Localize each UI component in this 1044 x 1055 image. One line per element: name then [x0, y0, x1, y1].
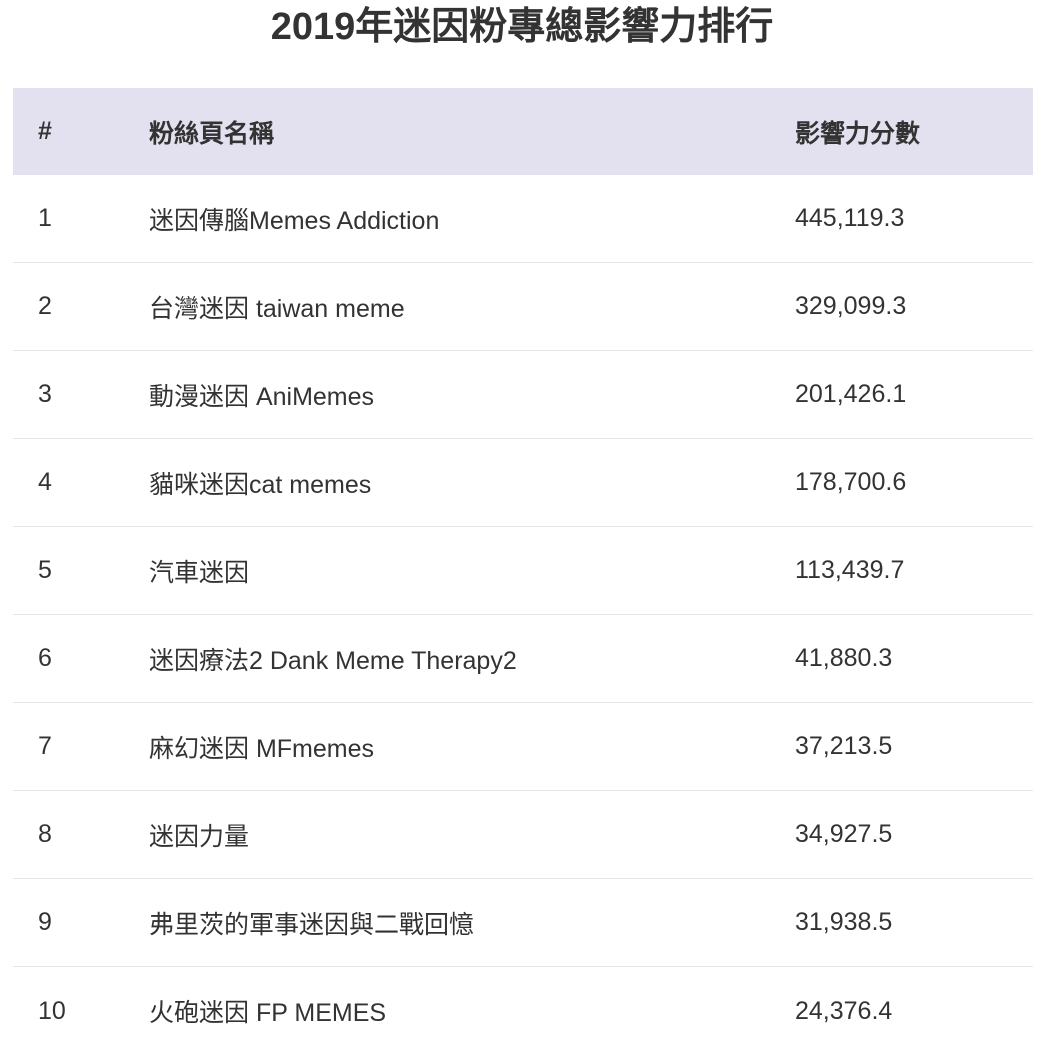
table-row: 3 動漫迷因 AniMemes 201,426.1 [13, 351, 1033, 439]
row-rank: 4 [38, 468, 52, 496]
row-page-name: 貓咪迷因cat memes [149, 470, 372, 499]
row-page-name: 動漫迷因 AniMemes [149, 382, 375, 411]
table-row: 6 迷因療法2 Dank Meme Therapy2 41,880.3 [13, 615, 1033, 703]
row-page-name: 迷因力量 [149, 822, 250, 851]
table-row: 2 台灣迷因 taiwan meme 329,099.3 [13, 263, 1033, 351]
row-rank: 3 [38, 380, 52, 408]
row-rank: 9 [38, 908, 52, 936]
header-page-name: 粉絲頁名稱 [149, 119, 275, 148]
row-rank: 7 [38, 732, 52, 760]
row-rank: 10 [38, 996, 66, 1025]
table-row: 7 麻幻迷因 MFmemes 37,213.5 [13, 703, 1033, 791]
row-page-name: 台灣迷因 taiwan meme [149, 294, 405, 323]
table-row: 9 弗里茨的軍事迷因與二戰回憶 31,938.5 [13, 879, 1033, 967]
header-influence-score: 影響力分數 [795, 119, 921, 148]
row-score: 37,213.5 [795, 732, 893, 760]
header-rank: # [38, 117, 52, 145]
row-score: 201,426.1 [795, 380, 907, 408]
row-rank: 5 [38, 556, 52, 584]
table-row: 4 貓咪迷因cat memes 178,700.6 [13, 439, 1033, 527]
row-rank: 6 [38, 644, 52, 672]
row-page-name: 汽車迷因 [149, 558, 250, 587]
row-page-name: 麻幻迷因 MFmemes [149, 734, 375, 763]
row-rank: 1 [38, 204, 52, 232]
row-score: 329,099.3 [795, 292, 907, 320]
page-title: 2019年迷因粉專總影響力排行 [270, 6, 774, 48]
ranking-table: # 粉絲頁名稱 影響力分數 1 迷因傳腦Memes Addiction 445,… [13, 88, 1033, 1055]
row-score: 24,376.4 [795, 996, 893, 1025]
table-header-row: # 粉絲頁名稱 影響力分數 [13, 88, 1033, 175]
row-score: 41,880.3 [795, 644, 893, 672]
row-page-name: 迷因療法2 Dank Meme Therapy2 [149, 646, 517, 675]
row-score: 31,938.5 [795, 908, 893, 936]
row-score: 34,927.5 [795, 820, 893, 848]
row-score: 445,119.3 [795, 204, 905, 232]
table-row: 10 火砲迷因 FP MEMES 24,376.4 [13, 967, 1033, 1055]
row-score: 113,439.7 [795, 556, 905, 584]
row-page-name: 弗里茨的軍事迷因與二戰回憶 [149, 910, 475, 939]
row-rank: 2 [38, 292, 52, 320]
row-page-name: 迷因傳腦Memes Addiction [149, 206, 440, 235]
row-rank: 8 [38, 820, 52, 848]
table-row: 1 迷因傳腦Memes Addiction 445,119.3 [13, 175, 1033, 263]
table-row: 8 迷因力量 34,927.5 [13, 791, 1033, 879]
row-score: 178,700.6 [795, 468, 907, 496]
table-row: 5 汽車迷因 113,439.7 [13, 527, 1033, 615]
row-page-name: 火砲迷因 FP MEMES [149, 999, 387, 1027]
